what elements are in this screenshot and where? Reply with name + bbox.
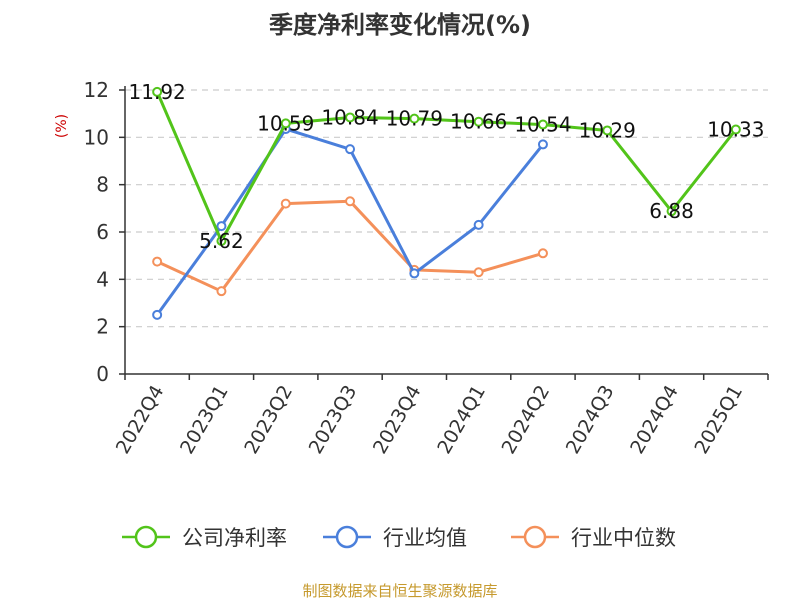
legend-marker [523, 525, 547, 549]
y-tick-label: 6 [96, 220, 109, 244]
data-point[interactable] [537, 119, 548, 130]
y-tick-label: 4 [96, 267, 109, 291]
x-tick-label: 2022Q4 [112, 382, 169, 458]
x-tick-label: 2023Q2 [240, 382, 297, 458]
y-tick-label: 0 [96, 362, 109, 386]
data-point[interactable] [473, 219, 484, 230]
legend-label: 行业均值 [383, 526, 467, 550]
legend-item[interactable]: 公司净利率 [122, 525, 287, 550]
x-tick-label: 2024Q1 [433, 382, 490, 458]
data-point[interactable] [216, 286, 227, 297]
legend-item[interactable]: 行业均值 [323, 525, 467, 550]
y-tick-label: 8 [96, 173, 109, 197]
data-point[interactable] [152, 256, 163, 267]
data-point[interactable] [152, 309, 163, 320]
legend-label: 行业中位数 [571, 526, 676, 550]
data-label: 11.92 [129, 80, 186, 104]
data-point[interactable] [409, 268, 420, 279]
data-point[interactable] [216, 221, 227, 232]
data-point[interactable] [345, 112, 356, 123]
data-label: 6.88 [649, 199, 694, 223]
legend[interactable]: 公司净利率 行业均值 行业中位数 [122, 525, 676, 550]
data-point[interactable] [537, 248, 548, 259]
data-label: 10.59 [257, 111, 314, 135]
legend-item[interactable]: 行业中位数 [511, 525, 676, 550]
data-point[interactable] [666, 206, 677, 217]
data-point[interactable] [280, 198, 291, 209]
x-tick-label: 2024Q4 [626, 382, 683, 458]
data-point[interactable] [473, 267, 484, 278]
series-line [155, 91, 738, 243]
series-1 [152, 86, 741, 246]
x-tick-label: 2023Q1 [176, 382, 233, 458]
data-point[interactable] [409, 113, 420, 124]
series [152, 86, 741, 320]
data-labels: 11.92 5.62 10.59 10.84 10.79 10.66 10.54 10.29 6… [129, 80, 765, 253]
legend-marker [335, 525, 359, 549]
data-point[interactable] [537, 139, 548, 150]
x-tick-label: 2025Q1 [690, 382, 747, 458]
data-label: 5.62 [199, 229, 244, 253]
data-point[interactable] [345, 144, 356, 155]
data-point[interactable] [280, 118, 291, 129]
source-note: 制图数据来自恒生聚源数据库 [302, 582, 497, 600]
data-point[interactable] [730, 124, 741, 135]
gridlines [125, 89, 768, 328]
y-tick-label: 2 [96, 315, 109, 339]
series-2 [152, 124, 548, 320]
legend-label: 公司净利率 [182, 526, 287, 550]
x-tick-label: 2023Q4 [369, 382, 426, 458]
data-label: 10.66 [450, 110, 507, 134]
data-point[interactable] [602, 125, 613, 136]
y-axis-unit-label: (%) [54, 114, 70, 138]
x-tick-label: 2024Q3 [562, 382, 619, 458]
data-label: 10.54 [514, 113, 571, 137]
data-point[interactable] [152, 86, 163, 97]
data-label: 10.79 [386, 107, 443, 131]
legend-marker [134, 525, 158, 549]
x-tick-label: 2023Q3 [305, 382, 362, 458]
data-label: 10.33 [707, 118, 764, 142]
y-tick-label: 10 [84, 125, 109, 149]
data-point[interactable] [216, 235, 227, 246]
data-label: 10.29 [579, 118, 636, 142]
data-point[interactable] [345, 196, 356, 207]
data-point[interactable] [473, 116, 484, 127]
y-tick-label: 12 [84, 78, 109, 102]
data-label: 10.84 [321, 105, 378, 129]
chart-title: 季度净利率变化情况(%) [269, 11, 531, 39]
x-tick-label: 2024Q2 [498, 382, 555, 458]
